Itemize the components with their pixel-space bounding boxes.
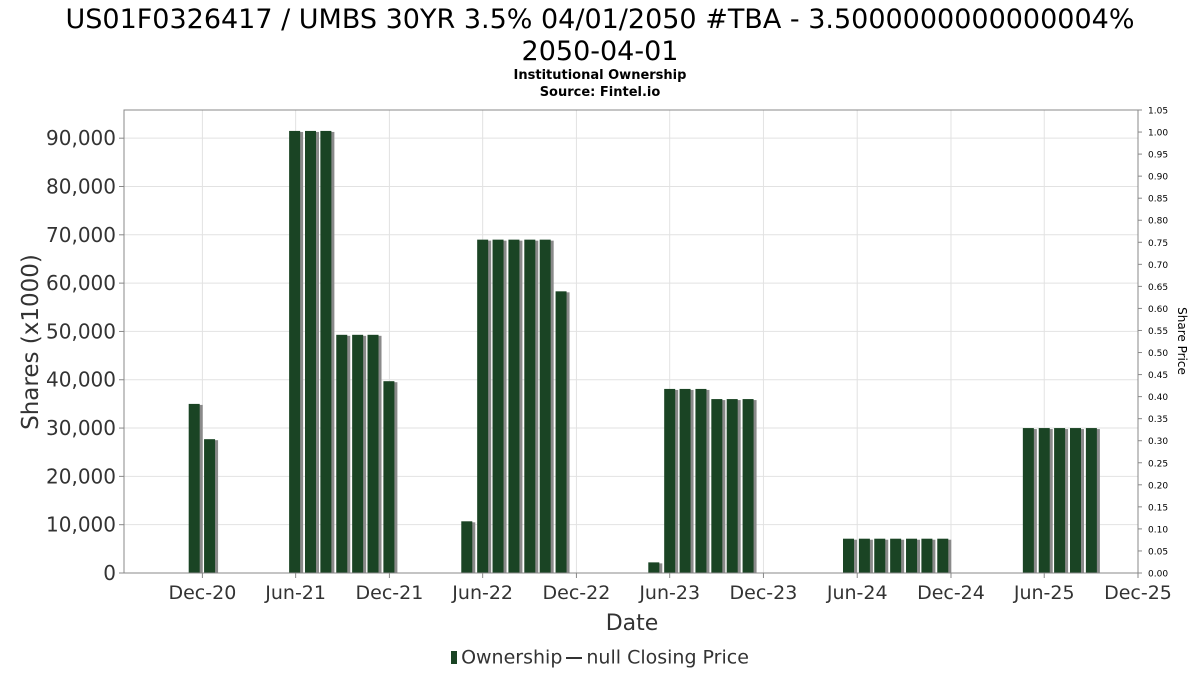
ownership-bar (726, 399, 738, 573)
x-axis-ticks: Dec-20 Jun-21 Dec-21 Jun-22 Dec-22 Jun-23 Dec-… (168, 573, 1172, 604)
y2-tick-label: 0.50 (1148, 349, 1168, 359)
x-tick-label: Jun-25 (1013, 582, 1075, 604)
y2-tick-label: 0.00 (1148, 570, 1168, 580)
y2-tick-label: 0.20 (1148, 481, 1168, 491)
y2-tick-label: 0.65 (1148, 283, 1168, 293)
ownership-bar (555, 291, 567, 573)
y2-axis-ticks: 0.00 0.05 0.10 0.15 0.20 0.25 0.30 0.35 0.40 0.45… (1138, 107, 1168, 580)
ownership-bar (742, 399, 754, 573)
y2-tick-label: 0.35 (1148, 415, 1168, 425)
y2-tick-label: 0.90 (1148, 173, 1168, 183)
ownership-bar (1054, 428, 1066, 573)
y-tick-label: 20,000 (46, 464, 116, 488)
y2-tick-label: 0.80 (1148, 217, 1168, 227)
y2-tick-label: 0.95 (1148, 151, 1168, 161)
y2-tick-label: 0.10 (1148, 525, 1168, 535)
ownership-bar (858, 538, 870, 573)
x-tick-label: Jun-21 (264, 582, 326, 604)
y2-tick-label: 0.75 (1148, 239, 1168, 249)
legend-ownership-label: Ownership (461, 646, 563, 669)
ownership-bar (539, 239, 551, 573)
x-tick-label: Jun-24 (826, 582, 888, 604)
x-tick-label: Dec-20 (168, 582, 236, 604)
bars (188, 130, 1100, 573)
ownership-bar (305, 130, 317, 573)
y-tick-label: 40,000 (46, 368, 116, 392)
ownership-bar (320, 130, 332, 573)
x-tick-label: Dec-24 (917, 582, 985, 604)
y2-tick-label: 0.25 (1148, 459, 1168, 469)
y2-tick-label: 0.70 (1148, 261, 1168, 271)
y2-tick-label: 0.45 (1148, 371, 1168, 381)
chart-subtitle: Institutional Ownership (513, 68, 687, 83)
plot-frame (123, 109, 1139, 574)
ownership-bar (890, 538, 902, 573)
x-tick-label: Dec-22 (543, 582, 611, 604)
y2-tick-label: 0.85 (1148, 195, 1168, 205)
y2-tick-label: 1.00 (1148, 129, 1168, 139)
x-tick-label: Jun-22 (451, 582, 513, 604)
chart-title: US01F0326417 / UMBS 30YR 3.5% 04/01/2050… (0, 4, 1200, 68)
y2-tick-label: 1.05 (1148, 107, 1168, 117)
x-tick-label: Jun-23 (638, 582, 700, 604)
ownership-bar (461, 521, 473, 573)
y-tick-label: 0 (103, 561, 116, 585)
legend-price-line (566, 656, 583, 659)
ownership-bar (1085, 428, 1097, 573)
ownership-bar (367, 334, 379, 573)
chart-title-line2: 2050-04-01 (521, 36, 679, 67)
legend: Ownership null Closing Price (0, 646, 1200, 669)
y2-axis-label: Share Price (1175, 307, 1189, 375)
ownership-bar (695, 388, 707, 573)
ownership-bar (664, 388, 676, 573)
chart-title-line1: US01F0326417 / UMBS 30YR 3.5% 04/01/2050… (65, 4, 1135, 35)
y-tick-label: 60,000 (46, 271, 116, 295)
ownership-bar (508, 239, 520, 573)
legend-ownership-swatch (451, 651, 458, 664)
ownership-bar (843, 538, 855, 573)
x-tick-label: Dec-21 (356, 582, 424, 604)
y-axis-ticks: 0 10,000 20,000 30,000 40,000 50,000 60,000 70,… (46, 126, 124, 585)
grid-lines (124, 110, 1139, 574)
chart-source: Source: Fintel.io (539, 85, 661, 100)
ownership-bar (711, 399, 723, 573)
legend-price-label: null Closing Price (586, 646, 749, 669)
y2-tick-label: 0.05 (1148, 547, 1168, 557)
ownership-bar (524, 239, 536, 573)
ownership-bar (937, 538, 949, 573)
ownership-bar (477, 239, 489, 573)
ownership-bar (679, 388, 691, 573)
ownership-bar (1069, 428, 1081, 573)
ownership-bar (188, 403, 200, 573)
ownership-bar (336, 334, 348, 573)
y-tick-label: 90,000 (46, 126, 116, 150)
ownership-bar (921, 538, 933, 573)
y-axis-label: Shares (x1000) (18, 254, 44, 430)
ownership-bar (1038, 428, 1050, 573)
ownership-bar (648, 562, 660, 573)
ownership-bar (289, 130, 301, 573)
y-tick-label: 70,000 (46, 223, 116, 247)
y2-tick-label: 0.30 (1148, 437, 1168, 447)
y2-tick-label: 0.40 (1148, 393, 1168, 403)
ownership-bar (874, 538, 886, 573)
y-tick-label: 80,000 (46, 174, 116, 198)
x-tick-label: Dec-23 (730, 582, 798, 604)
y2-tick-label: 0.55 (1148, 327, 1168, 337)
y2-tick-label: 0.60 (1148, 305, 1168, 315)
ownership-bar (204, 439, 216, 573)
x-tick-label: Dec-25 (1104, 582, 1172, 604)
y-tick-label: 30,000 (46, 416, 116, 440)
y-tick-label: 50,000 (46, 319, 116, 343)
ownership-bar (352, 334, 364, 573)
ownership-bar (1022, 428, 1034, 573)
y2-tick-label: 0.15 (1148, 503, 1168, 513)
x-axis-label: Date (606, 611, 659, 636)
y-tick-label: 10,000 (46, 513, 116, 537)
ownership-bar (383, 381, 395, 573)
ownership-bar (906, 538, 918, 573)
ownership-bar (492, 239, 504, 573)
